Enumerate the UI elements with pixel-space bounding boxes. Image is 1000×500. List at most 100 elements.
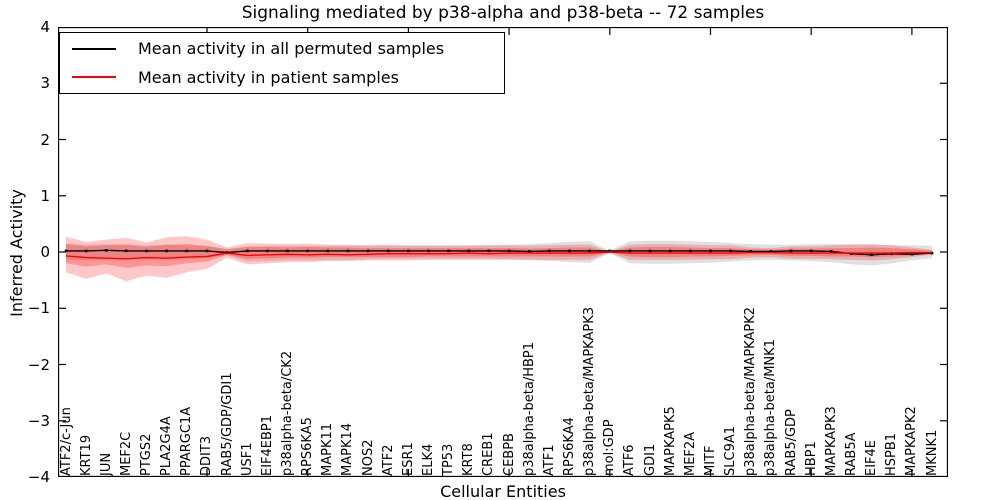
x-tick-label: EIF4E xyxy=(864,439,880,476)
x-tick-label: ATF1 xyxy=(541,444,557,476)
data-point-marker xyxy=(447,249,450,253)
y-tick-label: 4 xyxy=(40,18,50,36)
data-point-marker xyxy=(507,249,511,253)
x-tick-label: CEBPB xyxy=(501,433,517,476)
data-point-marker xyxy=(105,249,108,252)
legend-box: Mean activity in all permuted samples Me… xyxy=(59,32,505,94)
x-tick-label: ATF2 xyxy=(380,444,396,476)
x-tick-label: JUN xyxy=(98,452,114,476)
x-tick-label: GDI1 xyxy=(642,443,658,476)
x-tick-label: KRT19 xyxy=(78,434,94,476)
data-point-marker xyxy=(689,249,692,253)
x-tick-label: MAPK11 xyxy=(320,422,336,476)
data-point-marker xyxy=(910,252,914,256)
x-tick-label: p38alpha-beta/MAPKAPK2 xyxy=(743,307,759,476)
data-point-marker xyxy=(326,249,330,253)
plot-area xyxy=(58,27,948,477)
chart-title: Signaling mediated by p38-alpha and p38-… xyxy=(241,3,765,23)
patient-samples-inner-band xyxy=(66,244,932,268)
data-point-marker xyxy=(145,249,148,253)
patient-mean-line xyxy=(65,251,932,260)
legend-label-patient: Mean activity in patient samples xyxy=(138,67,399,87)
data-point-marker xyxy=(266,249,269,253)
x-tick-label: RAB5/GDP/GDI1 xyxy=(219,372,235,476)
x-tick-label: CREB1 xyxy=(481,432,497,476)
y-tick-label: 3 xyxy=(40,74,50,93)
data-point-marker xyxy=(185,249,189,253)
y-tick-label: −1 xyxy=(27,299,50,318)
y-axis-title: Inferred Activity xyxy=(7,189,26,317)
y-tick-label: 0 xyxy=(40,243,50,261)
x-tick-label: ELK4 xyxy=(421,443,436,476)
x-tick-label: MEF2A xyxy=(682,431,698,476)
x-tick-label: MITF xyxy=(702,445,718,476)
data-point-marker xyxy=(568,249,571,253)
x-tick-label: TP53 xyxy=(441,443,457,476)
data-point-marker xyxy=(246,249,249,253)
x-tick-label: RPS6KA4 xyxy=(561,417,577,476)
data-point-marker xyxy=(84,249,88,253)
data-point-marker xyxy=(427,249,430,253)
y-tick-label: −2 xyxy=(27,355,50,374)
x-tick-label: HSPB1 xyxy=(884,432,900,476)
data-point-marker xyxy=(628,249,632,253)
x-tick-label: SLC9A1 xyxy=(723,425,739,476)
y-tick-label: −3 xyxy=(27,411,50,430)
data-point-marker xyxy=(165,249,168,253)
x-tick-label: RPS6KA5 xyxy=(300,417,316,476)
permuted-mean-line xyxy=(66,249,933,256)
data-point-marker xyxy=(789,249,793,253)
y-tick-label: −4 xyxy=(27,468,50,486)
x-tick-label: RAB5/GDP xyxy=(783,409,799,476)
permuted-line-sample xyxy=(72,47,116,50)
x-tick-label: RAB5A xyxy=(843,432,859,476)
x-tick-label: ATF6 xyxy=(622,444,638,476)
data-point-marker xyxy=(407,249,410,253)
x-tick-label: USF1 xyxy=(239,442,255,476)
legend-label-permuted: Mean activity in all permuted samples xyxy=(138,39,445,59)
patient-line-sample xyxy=(72,76,116,79)
data-point-marker xyxy=(809,249,813,253)
data-point-marker xyxy=(346,249,350,253)
data-point-marker xyxy=(709,249,712,253)
data-point-marker xyxy=(64,249,68,253)
x-tick-label: MEF2C xyxy=(118,431,134,476)
data-point-marker xyxy=(366,249,370,253)
x-tick-label: PLA2G4A xyxy=(159,416,175,476)
data-point-marker xyxy=(125,249,128,253)
x-tick-label: PTGS2 xyxy=(139,433,155,476)
x-tick-label: KRT8 xyxy=(461,443,477,476)
data-point-marker xyxy=(527,250,531,253)
x-tick-label: p38alpha-beta/HBP1 xyxy=(521,341,537,476)
y-tick-label: 2 xyxy=(40,130,50,149)
data-point-marker xyxy=(205,249,209,253)
x-tick-label: p38alpha-beta/MAPKAPK3 xyxy=(582,307,598,476)
x-axis-title: Cellular Entities xyxy=(440,482,566,500)
x-tick-label: NOS2 xyxy=(360,439,376,476)
data-point-marker xyxy=(467,249,471,253)
data-point-marker xyxy=(306,249,309,253)
legend-row-patient: Mean activity in patient samples xyxy=(60,64,504,90)
data-point-marker xyxy=(386,249,390,253)
data-point-marker xyxy=(830,250,833,253)
x-tick-label: MKNK1 xyxy=(924,429,940,476)
x-tick-label: p38alpha-beta/CK2 xyxy=(280,350,296,476)
data-point-marker xyxy=(729,249,732,253)
x-tick-label: p38alpha-beta/MNK1 xyxy=(763,339,779,476)
x-tick-label: PPARGC1A xyxy=(179,406,195,476)
x-tick-label: ESR1 xyxy=(400,442,416,476)
data-point-marker xyxy=(749,250,752,253)
y-tick-label: 1 xyxy=(40,186,50,205)
x-tick-label: MAPKAPK5 xyxy=(662,406,678,476)
data-point-marker xyxy=(286,249,289,253)
x-tick-label: DDIT3 xyxy=(199,435,215,476)
x-tick-label: EIF4EBP1 xyxy=(259,414,275,476)
data-point-marker xyxy=(548,249,551,253)
data-point-marker xyxy=(608,249,612,253)
x-tick-label: MAPKAPK2 xyxy=(904,406,920,476)
data-point-marker xyxy=(487,249,491,253)
data-point-marker xyxy=(870,253,873,257)
x-tick-label: MAPKAPK3 xyxy=(823,406,839,476)
data-point-marker xyxy=(668,249,672,253)
